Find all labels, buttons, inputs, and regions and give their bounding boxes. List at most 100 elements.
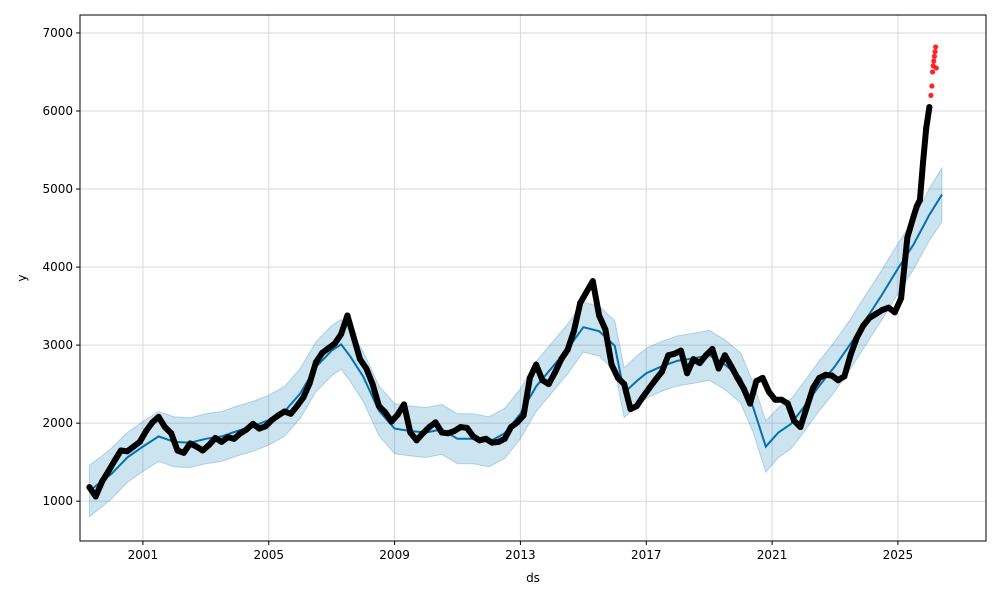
observed-point [658, 368, 665, 375]
observed-point [690, 356, 697, 363]
observed-point [344, 312, 351, 319]
observed-point [816, 374, 823, 381]
observed-point [470, 433, 477, 440]
uncertainty-band [88, 166, 943, 518]
observed-point [388, 418, 395, 425]
observed-point [627, 406, 634, 413]
observed-point [451, 427, 458, 434]
observed-point [552, 369, 559, 376]
observed-point [476, 437, 483, 444]
observed-point [489, 439, 496, 446]
x-tick-label: 2017 [631, 548, 662, 562]
x-tick-label: 2025 [883, 548, 914, 562]
observed-point [218, 438, 225, 445]
observed-point [413, 437, 420, 444]
observed-point [539, 377, 546, 384]
observed-point [99, 478, 106, 485]
x-tick-label: 2001 [128, 548, 159, 562]
observed-point [143, 427, 150, 434]
observed-point [822, 371, 829, 378]
x-tick-label: 2009 [379, 548, 410, 562]
y-tick-label: 3000 [42, 338, 73, 352]
observed-point [224, 434, 231, 441]
observed-point [243, 426, 250, 433]
observed-point [809, 385, 816, 392]
observed-point [872, 310, 879, 317]
observed-point [589, 278, 596, 285]
observed-point [923, 125, 930, 132]
observed-points-layer [86, 104, 933, 500]
observed-point [608, 361, 615, 368]
observed-point [445, 430, 452, 437]
observed-point [734, 374, 741, 381]
observed-point [898, 295, 905, 302]
observed-point [828, 372, 835, 379]
observed-point [835, 377, 842, 384]
observed-point [105, 468, 112, 475]
observed-point [916, 196, 923, 203]
observed-point [728, 363, 735, 370]
observed-point [294, 402, 301, 409]
y-axis-ticks: 1000 2000 3000 4000 5000 6000 7000 [42, 26, 80, 508]
observed-point [325, 345, 332, 352]
observed-point [514, 419, 521, 426]
observed-point [665, 352, 672, 359]
observed-point [463, 424, 470, 431]
observed-point [250, 420, 257, 427]
observed-point [677, 347, 684, 354]
observed-point [86, 484, 93, 491]
observed-point [130, 443, 137, 450]
observed-point [640, 393, 647, 400]
observed-point [545, 381, 552, 388]
observed-point [652, 376, 659, 383]
observed-point [111, 457, 118, 464]
observed-point [570, 328, 577, 335]
observed-point [703, 352, 710, 359]
observed-point [457, 424, 464, 431]
observed-point [124, 448, 131, 455]
observed-point [696, 360, 703, 367]
x-axis-label: ds [526, 571, 540, 585]
observed-point [866, 314, 873, 321]
observed-point [401, 401, 408, 408]
y-tick-label: 7000 [42, 26, 73, 40]
observed-point [168, 430, 175, 437]
recent-point [928, 92, 934, 98]
observed-point [482, 435, 489, 442]
observed-point [759, 374, 766, 381]
observed-point [926, 104, 933, 111]
observed-point [180, 449, 187, 456]
observed-point [338, 331, 345, 338]
observed-point [300, 394, 307, 401]
observed-point [312, 359, 319, 366]
observed-point [847, 351, 854, 358]
observed-point [791, 417, 798, 424]
recent-point [932, 49, 938, 55]
observed-point [564, 346, 571, 353]
observed-point [684, 370, 691, 377]
recent-points-layer [928, 44, 939, 98]
observed-point [721, 352, 728, 359]
recent-point [931, 53, 938, 59]
observed-point [281, 408, 288, 415]
observed-point [501, 435, 508, 442]
observed-point [432, 419, 439, 426]
observed-point [205, 442, 212, 449]
observed-point [117, 447, 124, 454]
grid-layer [80, 15, 986, 541]
observed-point [596, 312, 603, 319]
observed-point [803, 404, 810, 411]
observed-point [92, 493, 99, 500]
observed-point [174, 447, 181, 454]
observed-point [199, 447, 206, 454]
observed-point [885, 304, 892, 311]
observed-point [854, 334, 861, 341]
observed-point [671, 350, 678, 357]
observed-point [772, 396, 779, 403]
observed-point [262, 423, 269, 430]
observed-point [231, 435, 238, 442]
y-tick-label: 2000 [42, 416, 73, 430]
observed-point [891, 309, 898, 316]
observed-point [319, 349, 326, 356]
